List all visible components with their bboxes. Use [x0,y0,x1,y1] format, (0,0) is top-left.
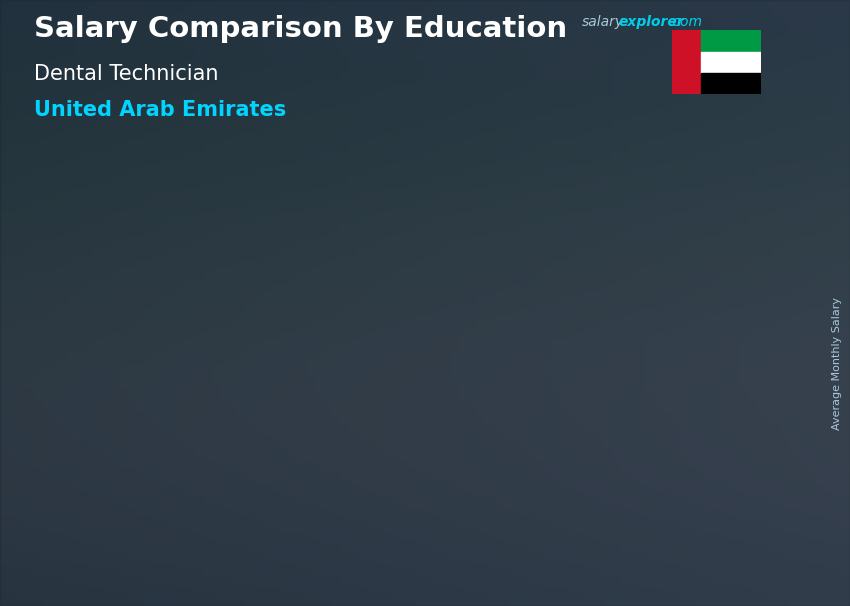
Text: Dental Technician: Dental Technician [34,64,218,84]
Text: explorer: explorer [619,15,684,29]
Text: Salary Comparison By Education: Salary Comparison By Education [34,15,567,43]
Text: Average Monthly Salary: Average Monthly Salary [832,297,842,430]
Text: United Arab Emirates: United Arab Emirates [34,100,286,120]
Text: Certificate or Diploma: Certificate or Diploma [124,568,324,582]
Bar [701,52,761,73]
Bar [701,73,761,94]
Polygon shape [125,401,289,545]
Text: 11,600 AED: 11,600 AED [510,226,626,244]
Polygon shape [469,258,667,268]
Polygon shape [469,268,633,545]
Polygon shape [633,258,667,545]
Polygon shape [125,391,323,401]
Text: salary: salary [582,15,625,29]
Text: Bachelor's Degree: Bachelor's Degree [485,568,650,582]
Text: +91%: +91% [298,222,397,250]
Bar [672,30,701,94]
Bar [701,30,761,52]
Text: .com: .com [668,15,702,29]
Polygon shape [289,391,323,545]
Text: 6,040 AED: 6,040 AED [172,359,276,377]
